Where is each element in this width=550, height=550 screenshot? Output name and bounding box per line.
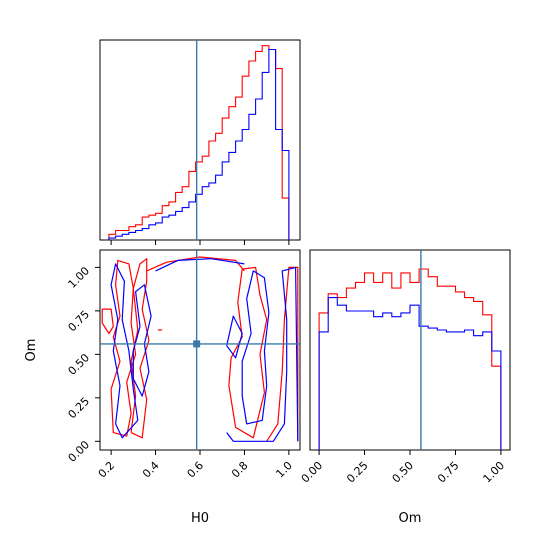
contour-series-1-line-5 [266, 266, 299, 442]
contour-ytick-label: 0.00 [66, 438, 93, 465]
contour-ytick-label: 0.25 [66, 395, 93, 422]
contour-series-2-line-6 [226, 315, 243, 359]
hist-om-series-1 [318, 268, 502, 450]
hist-h0-frame [99, 39, 301, 241]
truth-marker [193, 340, 201, 348]
hist-om-xtick-label: 1.00 [481, 459, 508, 486]
contour-xtick-label: 0.2 [96, 459, 118, 481]
contour-series-1-line-1 [110, 259, 137, 437]
contour-series-2-line-2 [132, 284, 152, 397]
hist-om-xtick-label: 0.00 [299, 459, 326, 486]
hist-h0-series-1 [108, 45, 290, 240]
contour-xtick-label: 0.8 [229, 459, 251, 481]
hist-om-series-2 [318, 297, 502, 450]
contour-panel [100, 250, 300, 450]
contour-ytick-label: 0.75 [66, 308, 93, 335]
contour-series-2-line-5 [226, 266, 299, 442]
hist-om-xtick-label: 0.50 [390, 459, 417, 486]
hist-om-xtick-label: 0.75 [435, 459, 462, 486]
contour-series-2-line-1 [110, 263, 139, 439]
y-axis-label-om: Om [24, 339, 39, 362]
x-axis-label-h0: H0 [191, 511, 209, 526]
contour-xtick-label: 0.6 [185, 459, 207, 481]
hist-om-panel [318, 250, 502, 450]
contour-series-2-line-3 [155, 258, 245, 272]
contour-series-2-line-4 [241, 270, 270, 425]
contour-ytick-label: 0.50 [66, 351, 93, 378]
contour-series-1-line-4 [228, 266, 268, 439]
hist-h0-series-2 [108, 48, 290, 240]
contour-series-1-line-2 [130, 258, 150, 439]
hist-om-xtick-label: 0.25 [344, 459, 371, 486]
x-axis-label-om: Om [399, 511, 422, 526]
contour-xtick-label: 0.4 [140, 459, 162, 481]
hist-h0-panel [108, 40, 290, 240]
contour-series-1-line-3 [146, 256, 245, 272]
contour-xtick-label: 1.0 [273, 459, 295, 481]
contour-ytick-label: 1.00 [66, 264, 93, 291]
contour-series-1-line-6 [101, 308, 114, 335]
